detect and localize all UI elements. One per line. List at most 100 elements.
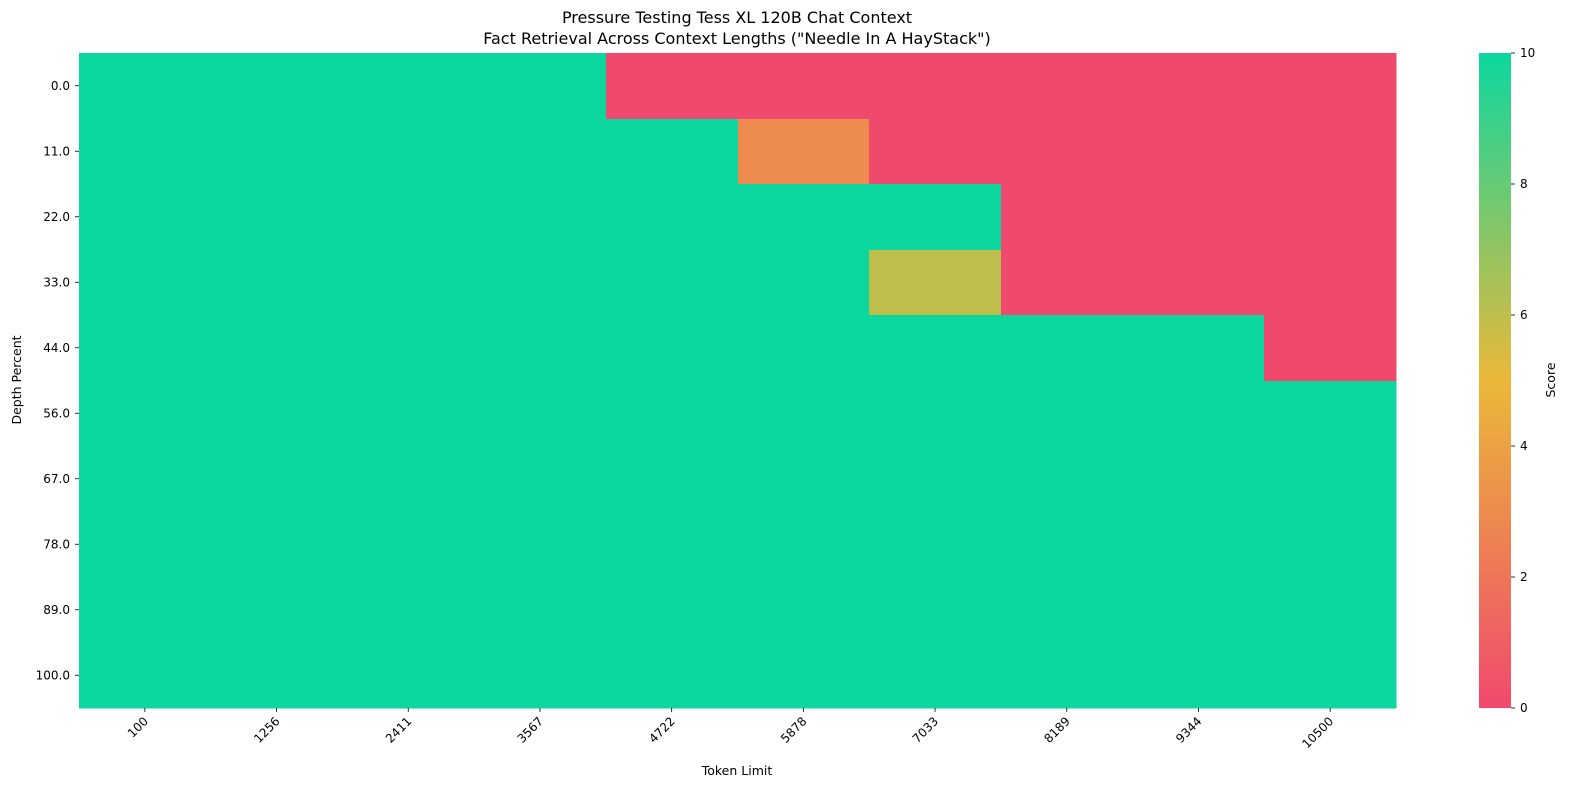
heatmap-cell <box>606 577 739 644</box>
heatmap-cell <box>1133 53 1265 120</box>
heatmap-cell <box>211 643 343 709</box>
chart-title: Pressure Testing Tess XL 120B Chat Conte… <box>562 8 912 27</box>
heatmap-cell <box>869 446 1002 513</box>
heatmap-cell <box>1001 184 1134 251</box>
heatmap-cell <box>211 381 343 447</box>
colorbar-tick-label: 0 <box>1520 701 1528 715</box>
heatmap-cell <box>79 119 212 185</box>
colorbar-ticks: 0 2 4 6 8 10 <box>1511 46 1535 715</box>
colorbar-tick-label: 10 <box>1520 46 1535 60</box>
heatmap-cell <box>1264 512 1397 578</box>
heatmap-cell <box>79 184 212 251</box>
heatmap-cell <box>1264 119 1397 185</box>
heatmap-cell <box>1264 381 1397 447</box>
heatmap-cell <box>738 381 870 447</box>
heatmap-cell <box>342 381 475 447</box>
heatmap-cell <box>79 53 212 120</box>
heatmap-cell <box>869 250 1002 316</box>
heatmap-cells <box>79 53 1397 709</box>
heatmap-cell <box>342 119 475 185</box>
heatmap-cell <box>1001 315 1134 382</box>
heatmap-cell <box>211 315 343 382</box>
heatmap-cell <box>869 643 1002 709</box>
heatmap-cell <box>1264 53 1397 120</box>
heatmap-cell <box>1264 184 1397 251</box>
heatmap-cell <box>869 53 1002 120</box>
y-axis-label: Depth Percent <box>9 335 24 424</box>
x-tick-label: 3567 <box>515 714 546 745</box>
heatmap-cell <box>1001 381 1134 447</box>
y-tick-label: 78.0 <box>43 537 70 551</box>
heatmap-cell <box>474 512 607 578</box>
heatmap-cell <box>738 119 870 185</box>
heatmap-cell <box>606 53 739 120</box>
heatmap-cell <box>738 315 870 382</box>
y-tick-label: 22.0 <box>43 210 70 224</box>
x-tick-label: 8189 <box>1041 714 1072 745</box>
heatmap-cell <box>738 53 870 120</box>
heatmap-cell <box>211 184 343 251</box>
heatmap-cell <box>869 184 1002 251</box>
x-tick-label: 5878 <box>778 714 809 745</box>
heatmap-cell <box>342 53 475 120</box>
heatmap-cell <box>869 315 1002 382</box>
heatmap-cell <box>869 119 1002 185</box>
heatmap-cell <box>1001 643 1134 709</box>
heatmap-cell <box>474 643 607 709</box>
heatmap-cell <box>211 250 343 316</box>
colorbar-tick-label: 4 <box>1520 439 1528 453</box>
x-tick-label: 9344 <box>1173 714 1204 745</box>
heatmap-cell <box>1133 446 1265 513</box>
heatmap-cell <box>342 250 475 316</box>
x-tick-label: 2411 <box>383 714 414 745</box>
y-tick-label: 33.0 <box>43 275 70 289</box>
y-tick-label: 100.0 <box>36 668 70 682</box>
heatmap-cell <box>1133 315 1265 382</box>
heatmap-cell <box>1001 512 1134 578</box>
heatmap-cell <box>1001 119 1134 185</box>
heatmap-cell <box>1133 250 1265 316</box>
heatmap-cell <box>738 184 870 251</box>
heatmap-cell <box>606 119 739 185</box>
heatmap-cell <box>79 250 212 316</box>
x-tick-label: 4722 <box>646 714 677 745</box>
heatmap-cell <box>738 643 870 709</box>
x-tick-label: 7033 <box>910 714 941 745</box>
heatmap-cell <box>342 577 475 644</box>
heatmap-cell <box>1264 577 1397 644</box>
heatmap-cell <box>79 577 212 644</box>
y-axis-ticks: 0.0 11.0 22.0 33.0 44.0 56.0 67.0 78.0 89.0 100.0 <box>36 79 79 682</box>
heatmap-cell <box>1133 184 1265 251</box>
heatmap-cell <box>1264 643 1397 709</box>
heatmap-cell <box>606 446 739 513</box>
heatmap-cell <box>211 446 343 513</box>
heatmap-cell <box>211 53 343 120</box>
heatmap-cell <box>606 512 739 578</box>
heatmap-cell <box>1001 577 1134 644</box>
heatmap-cell <box>1264 250 1397 316</box>
y-tick-label: 0.0 <box>51 79 70 93</box>
x-axis-ticks: 100 1256 2411 3567 4722 5878 7033 8189 9344 10500 <box>125 708 1336 751</box>
x-tick-label: 100 <box>125 714 151 740</box>
heatmap-cell <box>869 512 1002 578</box>
heatmap-cell <box>342 315 475 382</box>
heatmap-cell <box>1264 446 1397 513</box>
heatmap-cell <box>474 577 607 644</box>
y-tick-label: 67.0 <box>43 472 70 486</box>
heatmap-cell <box>474 381 607 447</box>
x-axis-label: Token Limit <box>701 763 773 778</box>
colorbar-label: Score <box>1543 362 1558 397</box>
y-tick-label: 44.0 <box>43 341 70 355</box>
heatmap-cell <box>1133 512 1265 578</box>
heatmap-cell <box>869 381 1002 447</box>
heatmap-cell <box>1133 577 1265 644</box>
heatmap-cell <box>606 315 739 382</box>
heatmap-cell <box>211 512 343 578</box>
heatmap-cell <box>1001 250 1134 316</box>
heatmap-cell <box>738 250 870 316</box>
heatmap-cell <box>1264 315 1397 382</box>
heatmap-cell <box>1001 53 1134 120</box>
heatmap-cell <box>474 446 607 513</box>
heatmap-cell <box>474 315 607 382</box>
heatmap-cell <box>738 446 870 513</box>
